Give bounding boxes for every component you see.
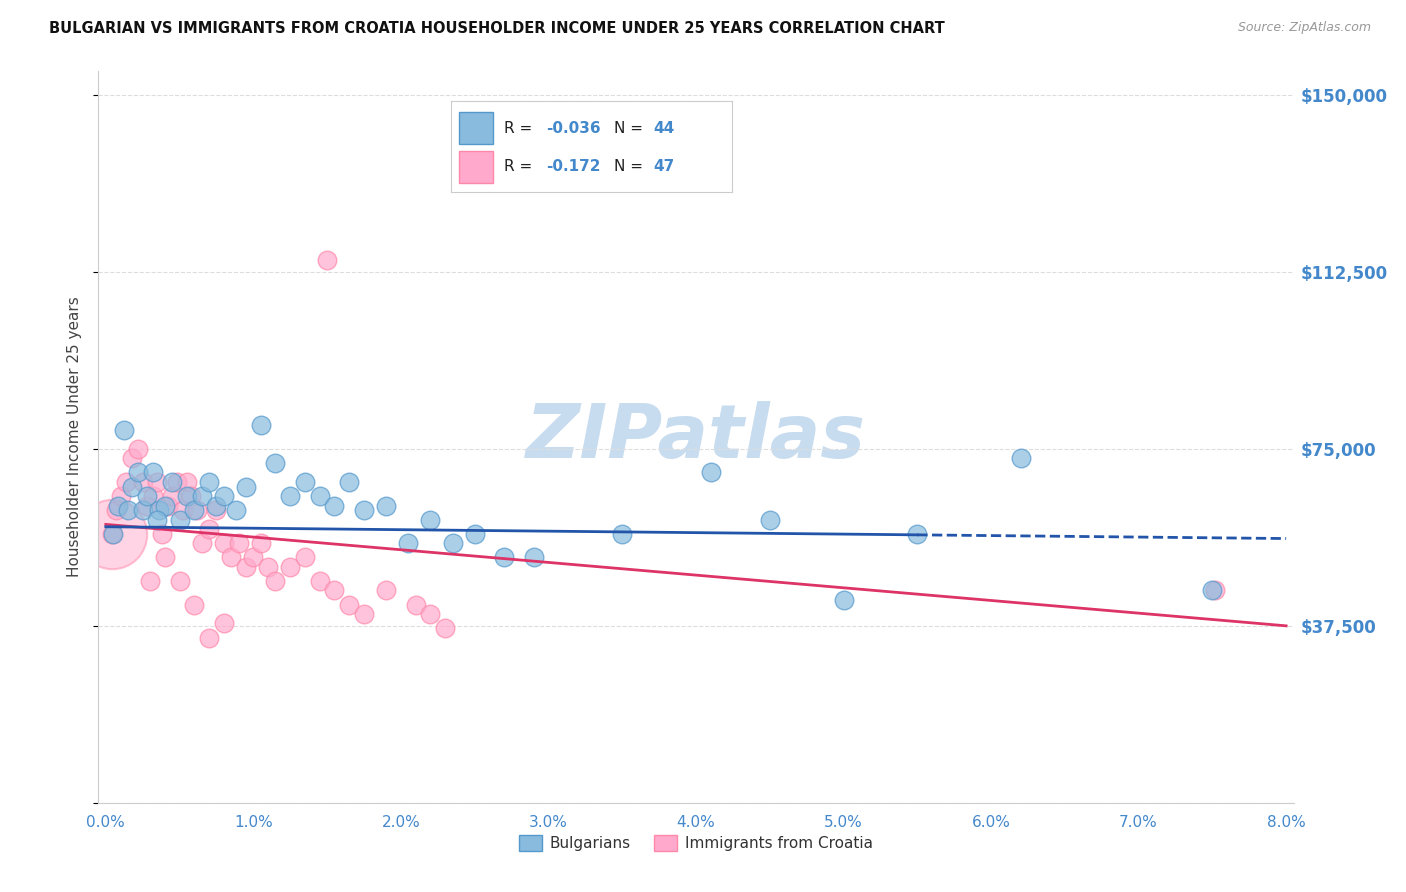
Point [396, 536, 419, 550]
Point [235, 480, 257, 494]
Point [190, 536, 212, 550]
Point [494, 550, 516, 565]
Point [142, 466, 165, 480]
Point [205, 503, 228, 517]
Point [146, 513, 169, 527]
Point [419, 513, 441, 527]
Point [264, 574, 287, 588]
Point [323, 499, 346, 513]
Point [612, 526, 634, 541]
Point [278, 489, 301, 503]
Point [146, 475, 169, 489]
Point [127, 466, 149, 480]
Point [441, 536, 464, 550]
Point [212, 489, 235, 503]
Point [183, 503, 205, 517]
Point [905, 526, 928, 541]
Point [375, 499, 398, 513]
Point [323, 583, 346, 598]
Point [1201, 583, 1223, 598]
Point [169, 574, 191, 588]
Point [176, 475, 198, 489]
Point [127, 442, 149, 456]
Point [205, 499, 228, 513]
Point [1204, 583, 1226, 598]
Point [257, 559, 280, 574]
Point [172, 503, 194, 517]
Point [180, 489, 202, 503]
Point [419, 607, 441, 621]
Point [219, 550, 242, 565]
Point [464, 526, 486, 541]
Point [131, 475, 153, 489]
Point [198, 475, 221, 489]
Legend: Bulgarians, Immigrants from Croatia: Bulgarians, Immigrants from Croatia [513, 830, 879, 857]
Point [235, 559, 257, 574]
Point [160, 489, 183, 503]
Point [110, 489, 132, 503]
Point [758, 513, 780, 527]
Point [242, 550, 264, 565]
Point [117, 503, 139, 517]
Point [153, 550, 176, 565]
Point [212, 536, 235, 550]
Point [405, 598, 427, 612]
Point [523, 550, 546, 565]
Point [353, 607, 375, 621]
Point [308, 489, 330, 503]
Point [249, 418, 271, 433]
Point [142, 489, 165, 503]
Point [190, 489, 212, 503]
Point [278, 559, 301, 574]
Point [316, 253, 339, 268]
Point [153, 499, 176, 513]
Y-axis label: Householder Income Under 25 years: Householder Income Under 25 years [67, 297, 83, 577]
Point [115, 475, 138, 489]
Point [169, 513, 191, 527]
Point [148, 503, 170, 517]
Text: Source: ZipAtlas.com: Source: ZipAtlas.com [1237, 21, 1371, 34]
Point [105, 503, 128, 517]
Point [198, 631, 221, 645]
Point [121, 451, 143, 466]
Point [100, 526, 122, 541]
Point [337, 598, 360, 612]
Point [100, 526, 122, 541]
Point [249, 536, 271, 550]
Point [160, 475, 183, 489]
Point [121, 480, 143, 494]
Point [832, 593, 855, 607]
Point [1010, 451, 1032, 466]
Point [166, 475, 188, 489]
Point [294, 550, 316, 565]
Point [101, 526, 124, 541]
Point [294, 475, 316, 489]
Point [176, 489, 198, 503]
Point [156, 499, 179, 513]
Point [136, 499, 159, 513]
Point [308, 574, 330, 588]
Point [139, 574, 162, 588]
Point [186, 503, 208, 517]
Point [198, 522, 221, 536]
Point [434, 621, 457, 635]
Point [112, 423, 135, 437]
Text: ZIPatlas: ZIPatlas [526, 401, 866, 474]
Text: BULGARIAN VS IMMIGRANTS FROM CROATIA HOUSEHOLDER INCOME UNDER 25 YEARS CORRELATI: BULGARIAN VS IMMIGRANTS FROM CROATIA HOU… [49, 21, 945, 36]
Point [228, 536, 250, 550]
Point [699, 466, 721, 480]
Point [131, 503, 153, 517]
Point [375, 583, 398, 598]
Point [353, 503, 375, 517]
Point [150, 526, 173, 541]
Point [212, 616, 235, 631]
Point [107, 499, 129, 513]
Point [264, 456, 287, 470]
Point [337, 475, 360, 489]
Point [136, 489, 159, 503]
Point [225, 503, 247, 517]
Point [183, 598, 205, 612]
